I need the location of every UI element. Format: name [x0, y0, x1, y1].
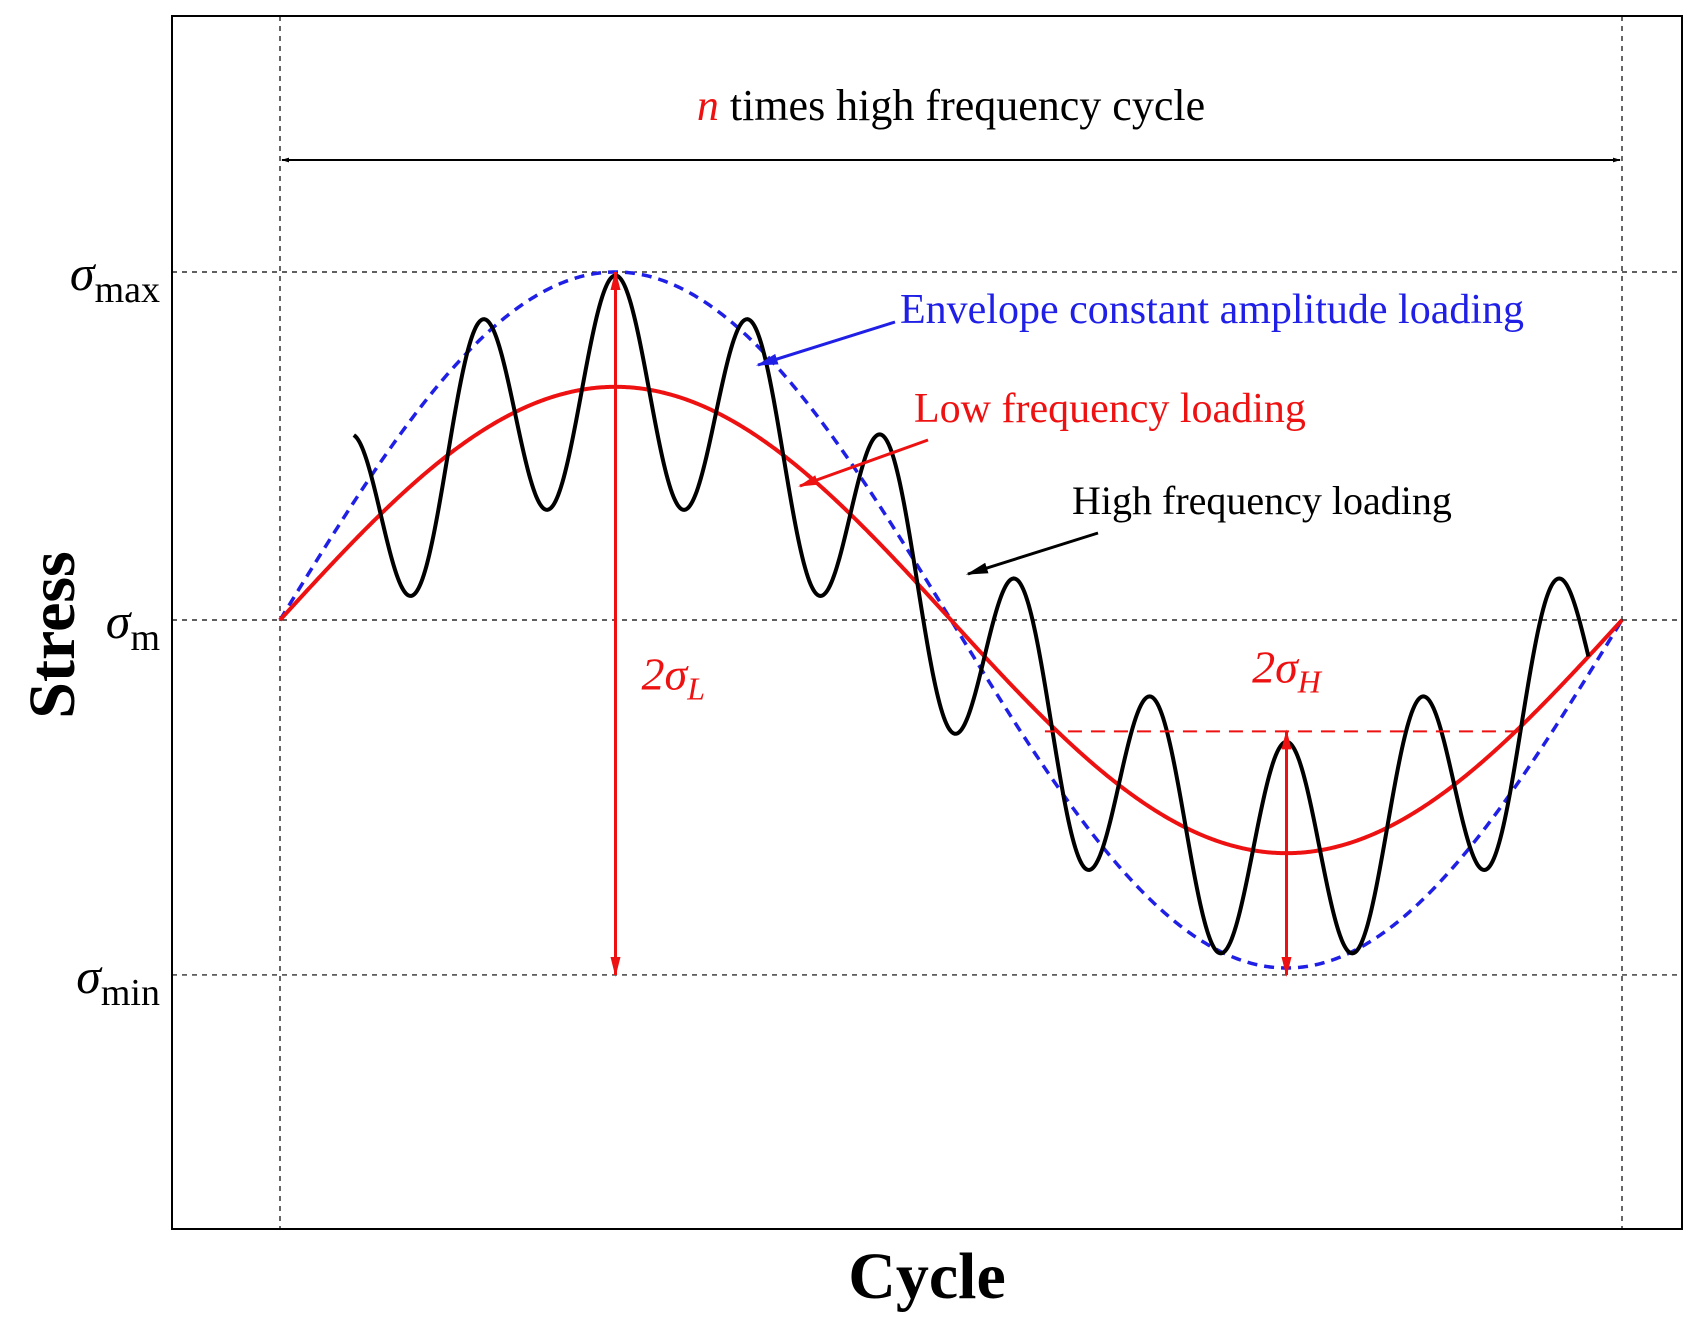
envelope-label: Envelope constant amplitude loading [900, 287, 1524, 333]
y-axis-title: Stress [16, 551, 89, 718]
amplitude-low-symbol: 2σ [642, 649, 690, 700]
amplitude-low-label: 2σL [642, 649, 705, 707]
envelope-pointer-arrow [755, 320, 896, 367]
span-label: n times high frequency cycle [697, 81, 1205, 130]
y-tick-sub: m [130, 617, 160, 659]
amplitude-low-sub: L [686, 671, 705, 707]
amplitude-high-symbol: 2σ [1252, 642, 1300, 693]
amplitude-high-sub: H [1297, 664, 1323, 700]
guide-lines [172, 16, 1682, 1229]
amplitude-high-label: 2σH [1252, 642, 1323, 700]
high-frequency-label: High frequency loading [1072, 478, 1452, 523]
envelope-curve [278, 270, 1624, 970]
plot-frame [171, 15, 1683, 1230]
y-tick-symbol: σ [70, 245, 97, 301]
high-frequency-curve [352, 273, 1591, 956]
high-frequency-pointer-arrow [965, 531, 1099, 576]
y-tick-label-min: σmin [76, 948, 160, 1014]
span-label-text: times high frequency cycle [719, 81, 1205, 130]
low-frequency-pointer-arrow [798, 438, 929, 488]
low-frequency-curve [278, 384, 1624, 856]
y-tick-label-max: σmax [70, 245, 160, 311]
y-tick-symbol: σ [106, 593, 133, 649]
span-label-n: n [697, 81, 719, 130]
y-tick-sub: min [101, 972, 160, 1014]
y-tick-sub: max [95, 269, 160, 311]
y-tick-label-m: σm [106, 593, 160, 659]
x-axis-title: Cycle [848, 1240, 1006, 1313]
low-frequency-label: Low frequency loading [914, 386, 1306, 432]
y-tick-symbol: σ [76, 948, 103, 1004]
